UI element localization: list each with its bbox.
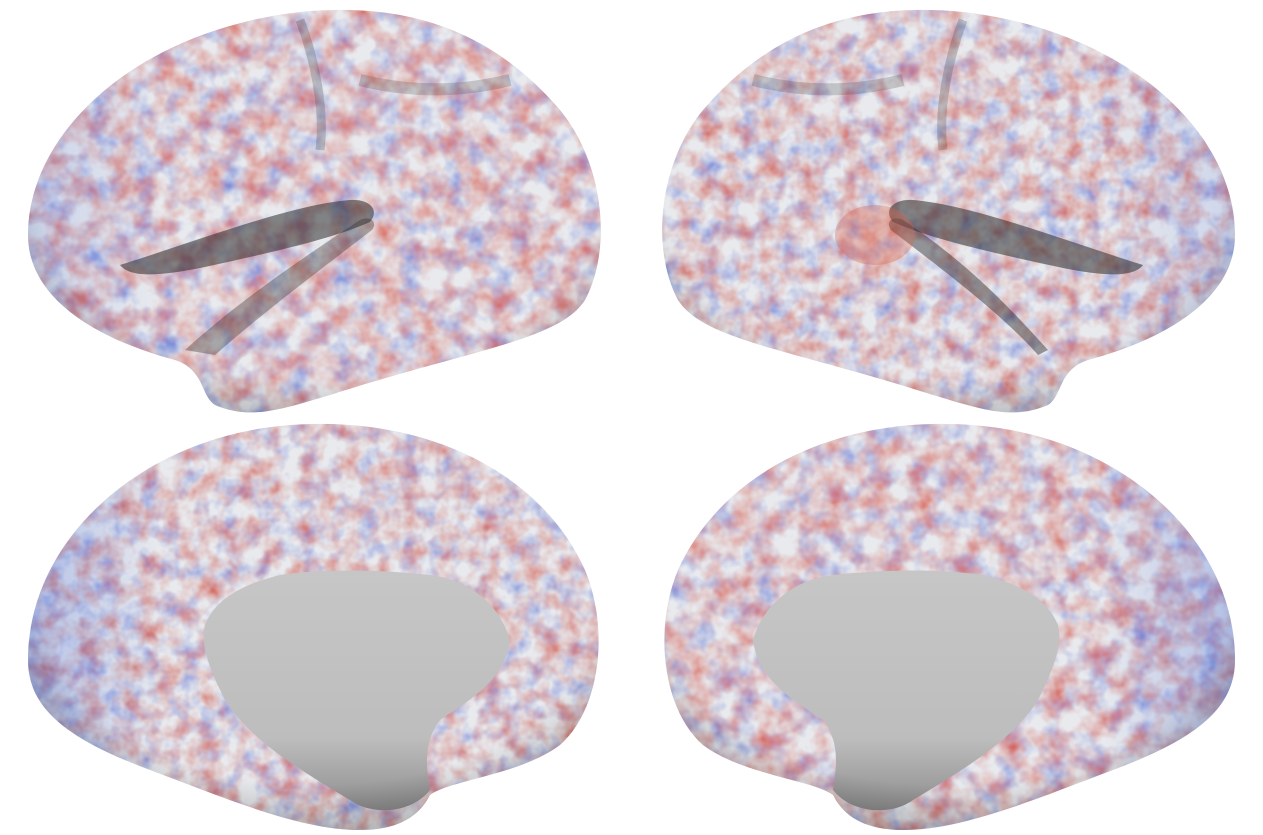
brain-surface-figure bbox=[28, 9, 1235, 830]
